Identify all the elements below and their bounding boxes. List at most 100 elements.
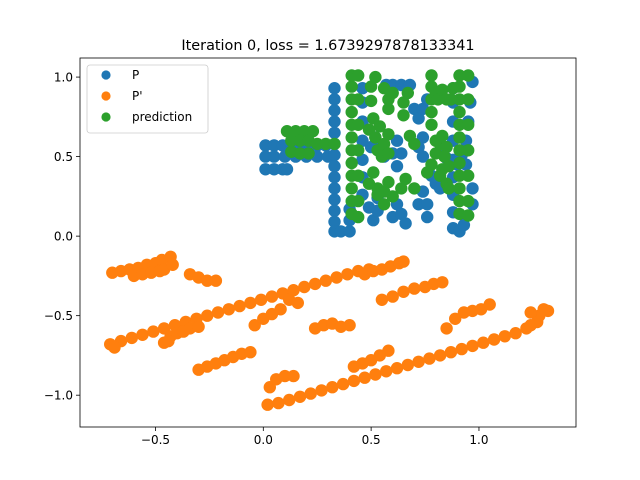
data-point — [453, 169, 466, 182]
data-point — [136, 328, 149, 341]
data-point — [265, 290, 279, 303]
data-point — [423, 352, 436, 365]
legend-marker — [101, 112, 111, 122]
legend-item: P' — [101, 89, 143, 103]
data-point — [440, 140, 453, 154]
data-point — [328, 104, 341, 117]
data-point — [336, 377, 350, 391]
data-point — [280, 163, 294, 176]
data-point — [462, 69, 475, 82]
legend-box — [86, 64, 209, 134]
data-point — [386, 290, 399, 303]
x-tick-label: 1.0 — [469, 433, 488, 447]
data-point — [462, 209, 475, 222]
data-point — [382, 147, 395, 160]
data-point — [462, 144, 475, 157]
data-point — [537, 303, 550, 316]
data-point — [453, 194, 466, 208]
data-point — [311, 137, 324, 151]
data-point — [347, 374, 361, 388]
legend-label: P' — [132, 89, 143, 103]
data-point — [416, 131, 430, 144]
data-point — [421, 210, 434, 224]
data-point — [254, 293, 268, 306]
data-point — [425, 118, 438, 131]
plot-area — [104, 69, 555, 411]
data-point — [412, 112, 425, 125]
data-point — [272, 396, 285, 410]
data-point — [358, 371, 371, 384]
data-point — [498, 330, 511, 343]
data-point — [457, 218, 471, 232]
data-point — [466, 339, 479, 353]
data-point — [401, 358, 414, 372]
data-point — [280, 125, 294, 138]
data-point — [192, 320, 205, 333]
data-point — [326, 381, 339, 394]
data-point — [453, 118, 466, 131]
legend-item: P — [101, 68, 139, 82]
data-point — [274, 303, 287, 316]
data-point — [293, 147, 307, 160]
data-point — [259, 139, 272, 152]
data-point — [399, 172, 412, 186]
data-point — [293, 134, 307, 147]
data-point — [343, 319, 356, 332]
data-point — [306, 125, 320, 138]
data-point — [319, 137, 332, 151]
data-point — [395, 207, 408, 221]
data-point — [433, 349, 447, 362]
data-point — [408, 137, 421, 151]
data-point — [397, 109, 410, 122]
data-point — [267, 150, 281, 163]
x-tick-label: 0.5 — [362, 433, 381, 447]
y-tick-label: 0.5 — [54, 150, 73, 164]
chart-title: Iteration 0, loss = 1.6739297878133341 — [181, 38, 474, 54]
data-point — [436, 129, 449, 143]
data-point — [285, 134, 298, 147]
data-point — [382, 128, 395, 141]
y-tick-label: 0.0 — [54, 229, 73, 243]
data-point — [367, 166, 380, 179]
data-point — [328, 82, 341, 95]
data-point — [287, 284, 300, 297]
legend-marker — [101, 70, 111, 80]
data-point — [377, 198, 391, 211]
data-point — [345, 105, 358, 119]
axes: −0.5 0.0 0.5 1.0 −1.0 −0.5 0.0 0.5 1.0 — [44, 57, 577, 447]
data-point — [377, 137, 391, 151]
data-point — [222, 303, 235, 316]
data-point — [345, 182, 358, 195]
data-point — [304, 387, 317, 400]
data-point — [397, 285, 410, 298]
data-point — [390, 134, 404, 147]
data-point — [287, 369, 300, 383]
data-point — [343, 225, 356, 238]
data-point — [315, 384, 328, 397]
data-point — [453, 144, 466, 157]
data-point — [328, 93, 341, 106]
data-point — [166, 258, 179, 271]
data-point — [453, 93, 466, 106]
data-point — [382, 102, 395, 116]
data-point — [373, 120, 386, 133]
data-point — [408, 102, 421, 116]
data-point — [453, 182, 466, 195]
data-point — [382, 175, 395, 189]
data-point — [291, 296, 304, 310]
y-tick-label: 1.0 — [54, 70, 73, 84]
data-point — [390, 160, 404, 173]
data-point — [352, 69, 365, 82]
data-point — [293, 390, 307, 403]
data-point — [328, 126, 341, 139]
data-point — [367, 214, 380, 227]
data-point — [267, 163, 281, 176]
data-point — [395, 147, 408, 160]
data-point — [509, 327, 522, 340]
data-point — [375, 293, 389, 306]
data-point — [408, 182, 421, 195]
axes-frame — [79, 57, 577, 428]
data-point — [453, 105, 466, 119]
data-point — [395, 182, 408, 195]
data-point — [345, 80, 358, 93]
